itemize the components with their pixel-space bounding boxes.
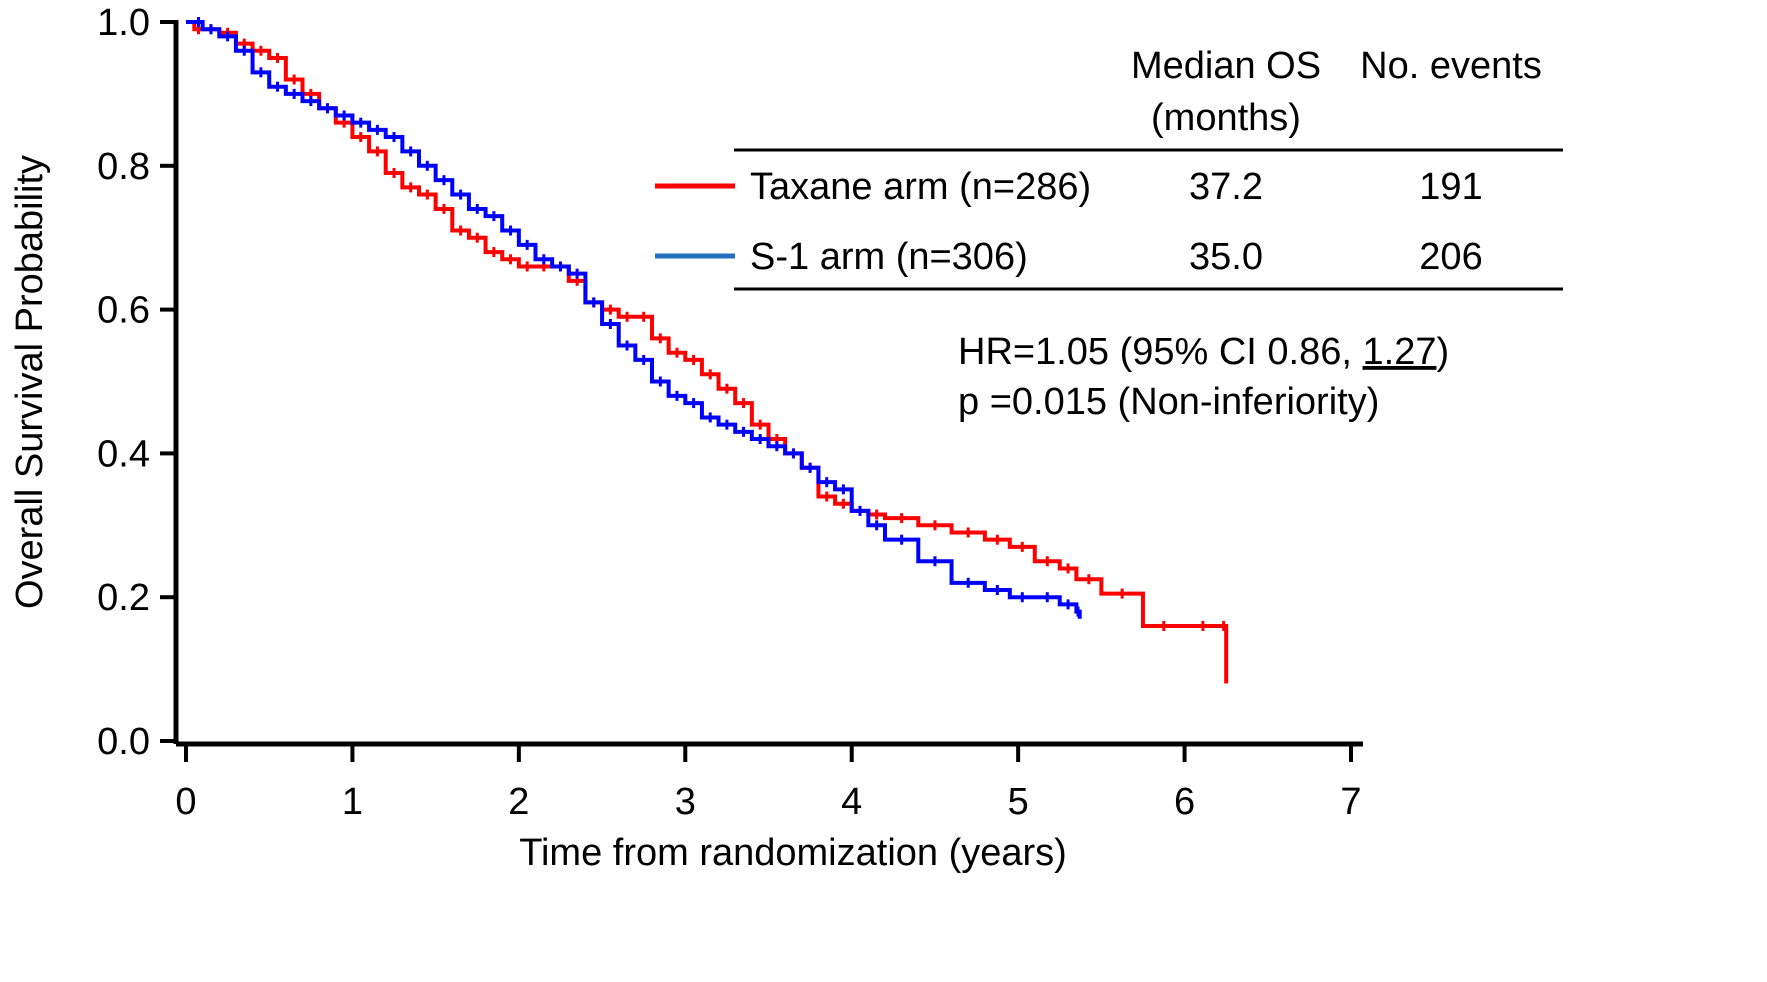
y-ticks: 0.0 0.2 0.4 0.6 0.8 1.0 [97, 2, 176, 763]
legend-label-taxane: Taxane arm (n=286) [750, 166, 1091, 208]
events-s1: 206 [1419, 236, 1482, 278]
header-no-events: No. events [1360, 45, 1542, 87]
series-line-s1 [186, 20, 1082, 619]
x-tick-label: 3 [675, 781, 696, 823]
hr-suffix: ) [1436, 331, 1449, 373]
x-tick-label: 5 [1008, 781, 1029, 823]
x-tick-label: 4 [841, 781, 862, 823]
y-tick-label: 1.0 [97, 2, 150, 44]
x-ticks: 0 1 2 3 4 5 6 7 [175, 744, 1362, 823]
x-tick-label: 1 [342, 781, 363, 823]
median-taxane: 37.2 [1189, 166, 1263, 208]
x-tick-label: 7 [1340, 781, 1361, 823]
summary-table: Median OS (months) No. events Taxane arm… [655, 45, 1563, 291]
hr-text: HR=1.05 (95% CI 0.86, 1.27) [958, 331, 1449, 373]
x-tick-label: 2 [508, 781, 529, 823]
y-tick-label: 0.4 [97, 433, 150, 475]
series-layer [186, 17, 1229, 684]
y-axis-title: Overall Survival Probability [9, 155, 51, 609]
pvalue-text: p =0.015 (Non-inferiority) [958, 381, 1379, 423]
axes [173, 20, 1363, 747]
hr-upper-ci: 1.27 [1363, 331, 1437, 373]
hr-prefix: HR=1.05 (95% CI 0.86, [958, 331, 1363, 373]
y-tick-label: 0.2 [97, 577, 150, 619]
events-taxane: 191 [1419, 166, 1482, 208]
y-tick-label: 0.6 [97, 290, 150, 332]
x-tick-label: 0 [175, 781, 196, 823]
hr-annotation: HR=1.05 (95% CI 0.86, 1.27) p =0.015 (No… [958, 331, 1449, 423]
y-tick-label: 0.0 [97, 721, 150, 763]
header-months: (months) [1151, 97, 1301, 139]
legend-label-s1: S-1 arm (n=306) [750, 236, 1028, 278]
median-s1: 35.0 [1189, 236, 1263, 278]
header-median-os: Median OS [1131, 45, 1321, 87]
x-axis-title: Time from randomization (years) [519, 832, 1067, 874]
x-tick-label: 6 [1174, 781, 1195, 823]
y-tick-label: 0.8 [97, 146, 150, 188]
